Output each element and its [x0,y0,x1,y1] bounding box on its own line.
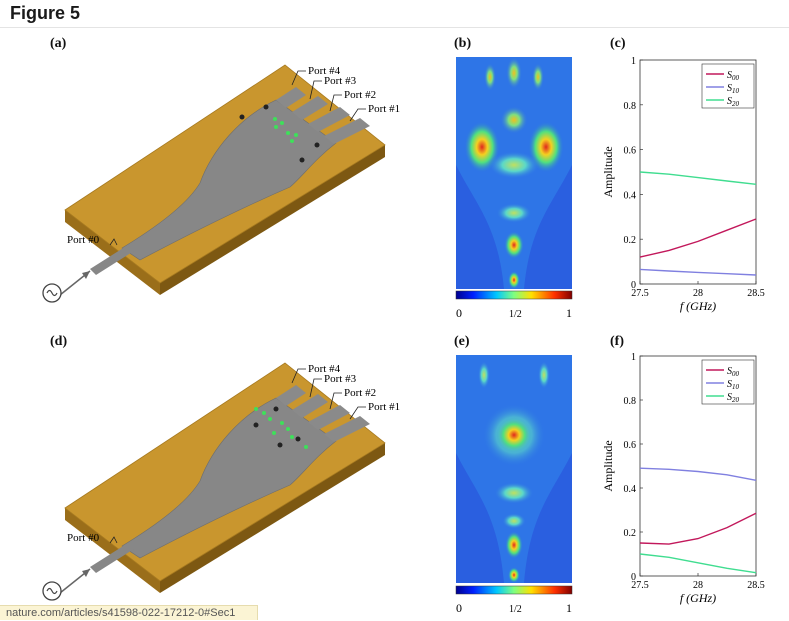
colorbar-tick: 1 [566,601,572,615]
via [273,406,279,412]
substrate-side-left [65,508,160,593]
series-line-s00 [639,512,757,545]
x-tick-label: 28.5 [747,288,765,299]
panel-label-d: (d) [50,334,68,349]
port-label: Port #3 [324,75,357,87]
field-map-e: 0 1/2 1 [455,355,573,615]
via [239,114,245,120]
sine-icon [46,587,58,595]
source-arrow [82,569,90,577]
series-line-s20 [639,171,757,185]
port-line-1 [324,416,370,442]
colorbar-tick: 1/2 [509,604,522,615]
port-label: Port #3 [324,373,357,385]
x-tick-label: 28.5 [747,580,765,591]
substrate-side-left [65,210,160,295]
panel-label-e: (e) [454,334,470,349]
field-map-b: 0 1/2 1 [455,57,573,320]
via [277,442,283,448]
port-line-3 [292,394,328,418]
via [299,157,305,163]
x-tick-label: 28 [693,580,703,591]
s-parameter-chart-c: 0 0.2 0.4 0.6 0.8 1 27.5 28 28.5 f (GHz) Amplitude… [601,56,765,313]
x-axis-label: f (GHz) [680,299,716,313]
y-tick-label: 1 [631,56,636,67]
device-illustration-a: Port #4 Port #3 Port #2 Port #1 Port #0 [42,64,400,303]
s-parameter-chart-f: 0 0.2 0.4 0.6 0.8 1 27.5 28 28.5 f (GHz) Amplitude… [601,352,765,605]
port-label: Port #1 [368,103,400,115]
y-tick-label: 0.8 [624,101,637,112]
sine-icon [46,289,58,297]
port-label: Port #2 [344,387,376,399]
green-markers [273,117,298,143]
x-tick-label: 28 [693,288,703,299]
figure-frame [0,27,789,621]
status-url[interactable]: nature.com/articles/s41598-022-17212-0#S… [0,605,258,620]
y-tick-label: 0.8 [624,396,637,407]
port-line-4 [276,385,306,406]
y-tick-label: 0.2 [624,235,637,246]
colorbar [455,290,573,300]
port-line-1 [324,118,370,144]
colorbar-tick: 0 [456,601,462,615]
port-label-input: Port #0 [67,234,100,246]
port-label: Port #4 [308,65,341,77]
green-markers [254,407,308,449]
y-tick-label: 0.2 [624,528,637,539]
device-illustration-d: Port #4 Port #3 Port #2 Port #1 Port #0 [42,362,400,601]
source-arrow [82,271,90,279]
port-label-input: Port #0 [67,532,100,544]
x-tick-label: 27.5 [631,288,649,299]
substrate-side-front [160,443,385,593]
port-line-3 [292,96,328,120]
substrate-side-front [160,145,385,295]
y-tick-label: 0.6 [624,146,637,157]
via [295,436,301,442]
panel-label-a: (a) [50,36,67,51]
panel-label-c: (c) [610,36,626,51]
y-tick-label: 1 [631,352,636,363]
via [314,142,320,148]
port-label: Port #2 [344,89,376,101]
series-line-s00 [639,218,757,258]
colorbar-tick: 0 [456,306,462,320]
legend-box [701,359,755,405]
series-line-s10 [639,268,757,276]
port-line-2 [308,405,350,430]
port-label: Port #4 [308,363,341,375]
x-axis-label: f (GHz) [680,591,716,605]
x-tick-label: 27.5 [631,580,649,591]
port-line-4 [276,87,306,108]
colorbar-tick: 1 [566,306,572,320]
port-line-2 [308,107,350,132]
feed-line [90,245,134,275]
colorbar-tick: 1/2 [509,309,522,320]
panel-label-f: (f) [610,334,624,349]
via [263,104,269,110]
y-tick-label: 0 [631,280,636,291]
y-tick-label: 0.4 [624,484,637,495]
y-tick-label: 0 [631,572,636,583]
series-line-s20 [639,553,757,574]
series-line-s10 [639,467,757,481]
y-tick-label: 0.6 [624,440,637,451]
feed-line [90,543,134,573]
figure-title: Figure 5 [10,3,81,23]
y-tick-label: 0.4 [624,190,637,201]
panel-label-b: (b) [454,36,472,51]
colorbar [455,585,573,595]
y-axis-label: Amplitude [601,146,615,197]
via [253,422,259,428]
port-label: Port #1 [368,401,400,413]
y-axis-label: Amplitude [601,440,615,491]
